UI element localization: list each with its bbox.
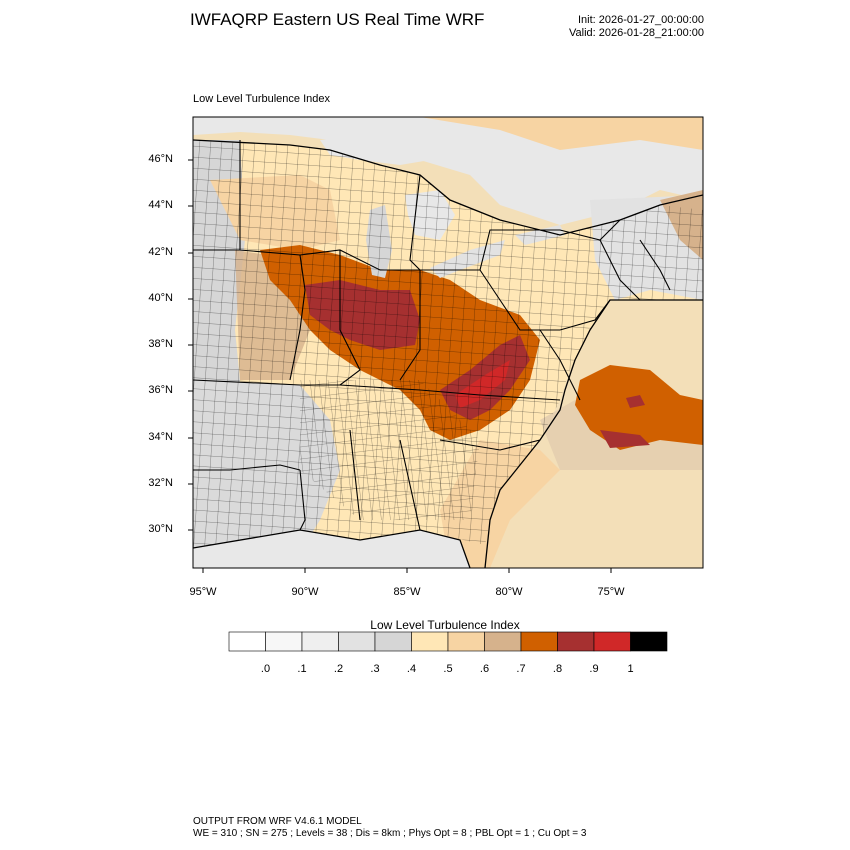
colorbar-swatch (484, 631, 522, 652)
colorbar-title: Low Level Turbulence Index (370, 618, 520, 632)
lon-label-95: 95°W (189, 586, 217, 598)
colorbar-swatch (447, 631, 485, 652)
colorbar-swatch (557, 631, 595, 652)
lat-label-38: 38°N (148, 338, 173, 350)
colorbar-tick-label: .3 (370, 663, 380, 675)
lat-ticks (188, 159, 193, 531)
atlantic-red (600, 430, 650, 448)
canada-ochre (420, 117, 703, 150)
init-time: Init: 2026-01-27_00:00:00 (578, 14, 704, 26)
colorbar-tick-label: .4 (406, 663, 417, 675)
colorbar-swatch (228, 631, 266, 652)
map-frame (192, 116, 704, 569)
colorbar-swatch (301, 631, 339, 652)
county-mesh-south (300, 380, 480, 520)
lat-label-30: 30°N (148, 523, 173, 535)
colorbar-swatch (338, 631, 376, 652)
state-boundaries (193, 140, 671, 531)
field-label: Low Level Turbulence Index (193, 93, 330, 105)
colorbar-tick-label: 1 (627, 663, 634, 675)
lat-label-32: 32°N (148, 477, 173, 489)
chart-title: IWFAQRP Eastern US Real Time WRF (190, 10, 485, 29)
colorbar-tick-label: .7 (516, 663, 526, 675)
coastlines (193, 139, 703, 568)
colorbar-tick-label: .9 (589, 663, 599, 675)
colorbar-tick-label: .1 (297, 663, 307, 675)
lon-label-75: 75°W (597, 586, 625, 598)
lon-label-80: 80°W (495, 586, 523, 598)
colorbar-swatch (265, 631, 303, 652)
lat-label-34: 34°N (148, 431, 173, 443)
gulf-area (193, 530, 470, 568)
colorbar-swatch (374, 631, 412, 652)
colorbar-tick-label: .0 (260, 663, 271, 675)
footer-model-line: OUTPUT FROM WRF V4.6.1 MODEL (193, 816, 362, 827)
colorbar-swatch (520, 631, 558, 652)
colorbar-swatch (411, 631, 449, 652)
atlantic-red-small (626, 395, 645, 408)
lat-label-42: 42°N (148, 246, 173, 258)
colorbar-tick-label: .2 (333, 663, 344, 675)
lat-label-40: 40°N (148, 292, 173, 304)
valid-time: Valid: 2026-01-28_21:00:00 (569, 27, 704, 39)
lat-label-46: 46°N (148, 153, 173, 165)
map-fields (193, 117, 703, 568)
atlantic-orange (575, 365, 703, 450)
colorbar (228, 631, 668, 652)
lon-label-85: 85°W (393, 586, 421, 598)
colorbar-tick-label: .6 (479, 663, 490, 675)
lat-label-44: 44°N (148, 199, 173, 211)
lat-label-36: 36°N (148, 384, 173, 396)
colorbar-tick-label: .8 (552, 663, 563, 675)
colorbar-tick-label: .5 (443, 663, 453, 675)
lon-ticks (202, 568, 612, 573)
colorbar-swatch (593, 631, 631, 652)
footer-config-line: WE = 310 ; SN = 275 ; Levels = 38 ; Dis … (193, 828, 587, 839)
colorbar-swatch (630, 631, 668, 652)
lon-label-90: 90°W (291, 586, 319, 598)
